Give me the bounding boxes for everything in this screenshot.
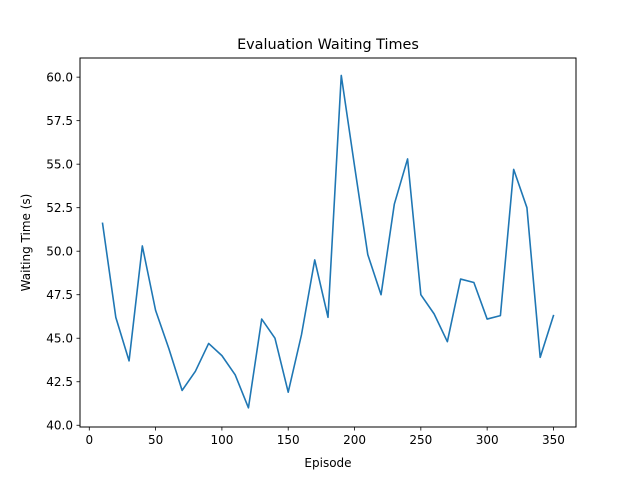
y-tick-label: 55.0: [46, 157, 73, 171]
x-tick-label: 300: [476, 433, 499, 447]
chart-title: Evaluation Waiting Times: [237, 37, 419, 53]
y-tick-label: 47.5: [46, 288, 73, 302]
x-tick-label: 150: [277, 433, 300, 447]
axes-frame: [79, 57, 577, 428]
y-tick-label: 45.0: [46, 332, 73, 346]
y-tick-label: 40.0: [46, 419, 73, 433]
y-tick-label: 50.0: [46, 245, 73, 259]
x-tick-label: 50: [148, 433, 163, 447]
x-tick-label: 350: [542, 433, 565, 447]
y-tick-label: 57.5: [46, 114, 73, 128]
x-tick-label: 0: [85, 433, 93, 447]
y-axis-label: Waiting Time (s): [19, 194, 33, 292]
x-tick-label: 200: [343, 433, 366, 447]
series-line: [101, 74, 555, 409]
y-tick-label: 52.5: [46, 201, 73, 215]
x-tick-label: 100: [210, 433, 233, 447]
x-axis-label: Episode: [304, 456, 351, 470]
x-axis: 0 50 100 150 200 250 300 350: [85, 427, 565, 447]
plot-area: [101, 74, 555, 409]
y-axis: 40.0 42.5 45.0 47.5 50.0 52.5 55.0 57.5 60.0: [46, 70, 80, 433]
y-tick-label: 60.0: [46, 70, 73, 84]
x-tick-label: 250: [409, 433, 432, 447]
y-tick-label: 42.5: [46, 375, 73, 389]
